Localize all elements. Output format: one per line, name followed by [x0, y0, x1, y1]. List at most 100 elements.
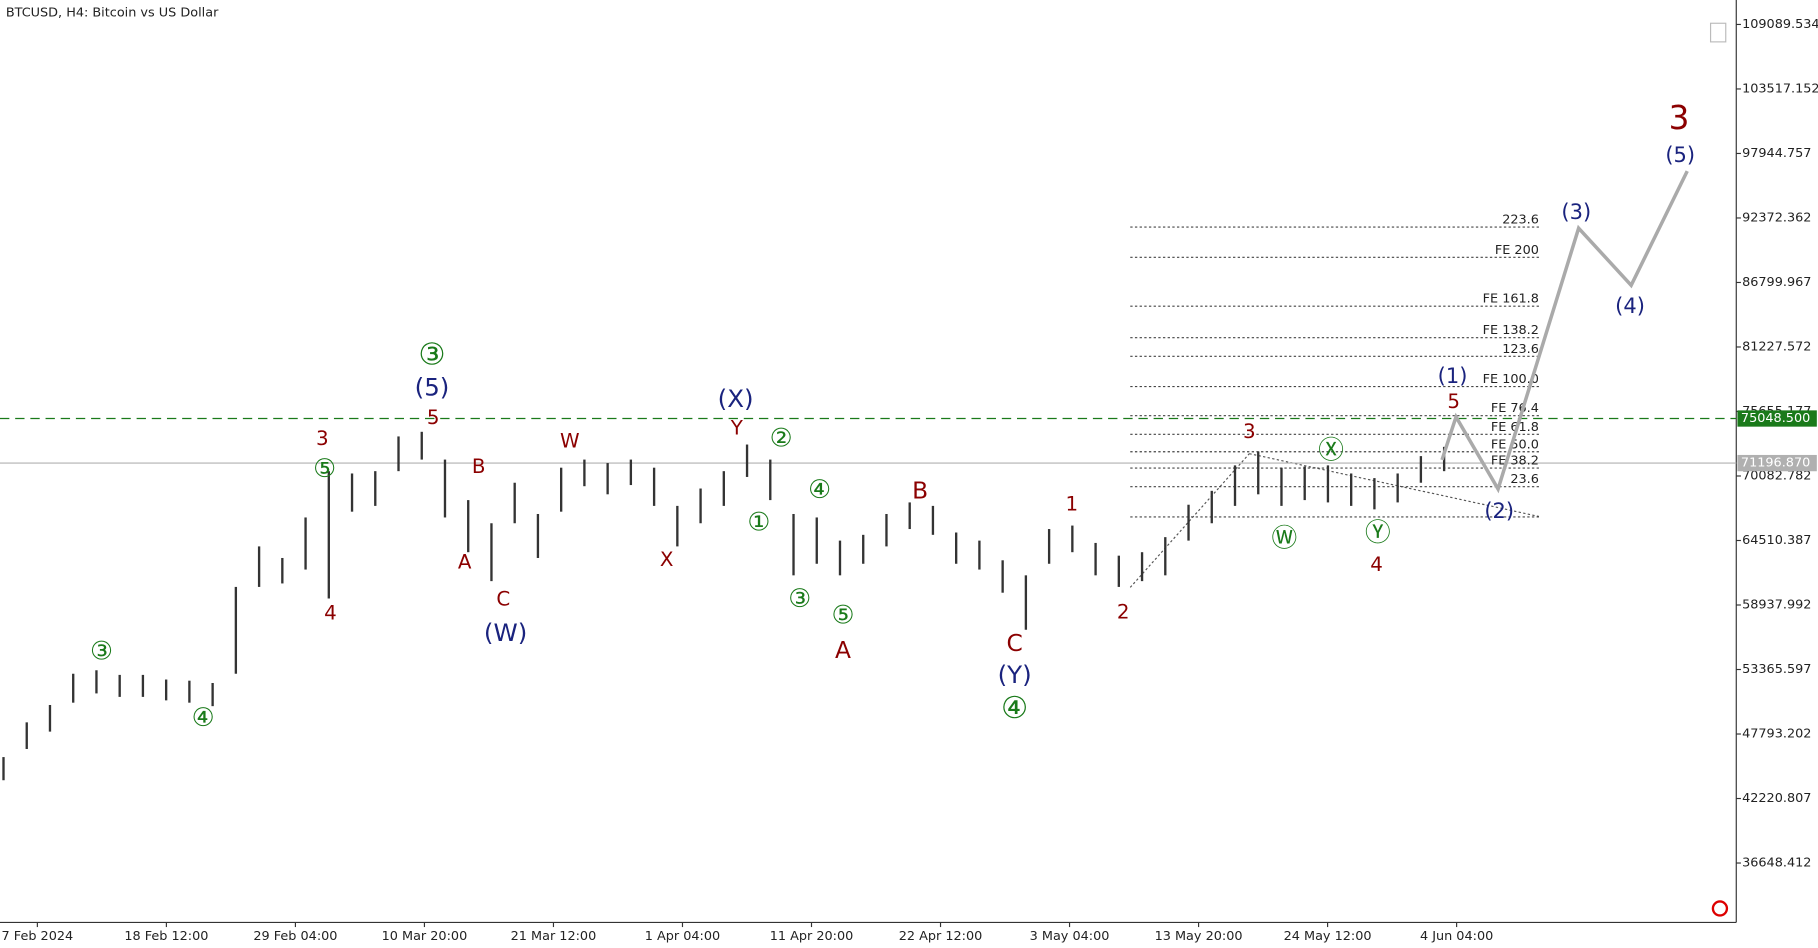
price-bar: [792, 513, 795, 576]
wave-label: (X): [718, 384, 754, 413]
price-bar: [722, 471, 725, 506]
price-bar: [1233, 465, 1237, 506]
price-label: 75048.500: [1741, 411, 1810, 426]
wave-label: ③: [788, 584, 811, 614]
price-bar: [1419, 456, 1423, 483]
x-tick-label: 3 May 04:00: [1030, 929, 1110, 944]
price-bar: [955, 532, 958, 564]
wave-label: B: [912, 478, 928, 505]
x-tick-label: 13 May 20:00: [1155, 929, 1243, 944]
x-tick-label: 18 Feb 12:00: [124, 929, 208, 944]
x-tick-label: 24 May 12:00: [1284, 929, 1372, 944]
wave-label: Ⓦ: [1272, 524, 1298, 554]
price-bar: [1024, 575, 1028, 630]
wave-label: ⑤: [313, 454, 336, 484]
fib-label: FE 161.8: [1483, 292, 1539, 307]
x-tick-label: 1 Apr 04:00: [645, 929, 720, 944]
wave-label: 3: [1243, 420, 1256, 443]
price-bar: [769, 459, 772, 501]
price-bar: [1257, 451, 1260, 495]
wave-label: A: [458, 551, 472, 574]
wave-label: 1: [1066, 492, 1079, 515]
wave-label: (2): [1484, 499, 1514, 523]
price-bar: [164, 679, 168, 701]
price-bar: [211, 682, 214, 707]
price-bar: [281, 557, 284, 584]
price-bar: [931, 505, 935, 535]
wave-label: 5: [427, 406, 440, 429]
wave-label: Ⓨ: [1365, 518, 1391, 548]
price-label-box: [1737, 410, 1817, 427]
wave-label: ②: [770, 424, 793, 454]
fib-label: FE 61.8: [1491, 420, 1539, 435]
price-bar: [2, 757, 5, 781]
fib-label: FE 100.0: [1483, 372, 1539, 387]
price-bar: [1210, 490, 1213, 524]
wave-label: 3: [1669, 99, 1690, 137]
wave-label: (4): [1615, 294, 1645, 318]
wave-label: 5: [1447, 390, 1460, 413]
price-bar: [885, 513, 888, 547]
price-label-box: [1737, 454, 1817, 472]
x-tick-label: 11 Apr 20:00: [770, 929, 854, 944]
price-bar: [467, 500, 470, 553]
price-bar: [1117, 555, 1120, 587]
price-bar: [48, 704, 52, 732]
x-tick-label: 29 Feb 04:00: [253, 929, 337, 944]
price-bar: [257, 546, 261, 587]
fib-label: FE 76.4: [1491, 401, 1539, 416]
price-bar: [583, 459, 586, 487]
chart-title: BTCUSD, H4: Bitcoin vs US Dollar: [6, 5, 219, 20]
alert-icon[interactable]: [1711, 900, 1729, 917]
trend-line: [1129, 453, 1250, 588]
y-tick-label: 81227.572: [1742, 339, 1811, 354]
x-tick-label: 21 Mar 12:00: [511, 929, 597, 944]
price-bar: [606, 463, 609, 495]
y-tick-label: 70082.782: [1742, 469, 1811, 484]
wave-label: (5): [1665, 143, 1695, 167]
y-tick-label: 47793.202: [1742, 727, 1811, 742]
wave-label: ③: [90, 637, 113, 667]
y-tick-label: 53365.597: [1742, 662, 1811, 677]
price-bar: [1094, 542, 1097, 576]
price-bar: [72, 673, 75, 703]
price-bar: [188, 680, 191, 703]
x-tick-label: 22 Apr 12:00: [899, 929, 983, 944]
toolbar-icon[interactable]: [1709, 22, 1727, 43]
y-tick-label: 36648.412: [1742, 856, 1811, 871]
y-tick-label: 109089.534: [1742, 17, 1818, 32]
fib-label: 123.6: [1502, 342, 1539, 357]
price-bar: [25, 722, 28, 749]
wave-label: ④: [808, 475, 831, 505]
price-bar: [1373, 478, 1376, 510]
price-bar: [862, 534, 865, 564]
price-bar: [234, 586, 238, 674]
fib-label: 223.6: [1502, 213, 1539, 228]
wave-label: (5): [415, 373, 450, 402]
y-tick-label: 86799.967: [1742, 275, 1811, 290]
wave-label: X: [660, 548, 674, 571]
y-tick-label: 97944.757: [1742, 146, 1811, 161]
price-label: 71196.870: [1741, 456, 1810, 471]
price-bar: [815, 517, 818, 564]
fib-label: 23.6: [1510, 472, 1539, 487]
price-bar: [559, 467, 563, 512]
wave-label: ④: [192, 703, 215, 733]
wave-label: W: [560, 430, 580, 453]
fib-label: FE 200: [1495, 243, 1539, 258]
price-bar: [908, 502, 911, 530]
wave-label: Y: [730, 417, 744, 440]
price-bar: [1326, 465, 1330, 503]
wave-label: ①: [747, 507, 770, 537]
price-bar: [1164, 537, 1167, 576]
wave-label: (1): [1438, 364, 1468, 388]
price-bar: [838, 540, 842, 576]
fib-label: FE 50.0: [1491, 437, 1539, 452]
price-bar: [1001, 560, 1004, 593]
price-bar: [1140, 552, 1144, 582]
x-tick-label: 4 Jun 04:00: [1420, 929, 1493, 944]
x-tick-label: 10 Mar 20:00: [382, 929, 468, 944]
fib-label: FE 138.2: [1483, 323, 1539, 338]
wave-label: ⑤: [832, 601, 855, 631]
